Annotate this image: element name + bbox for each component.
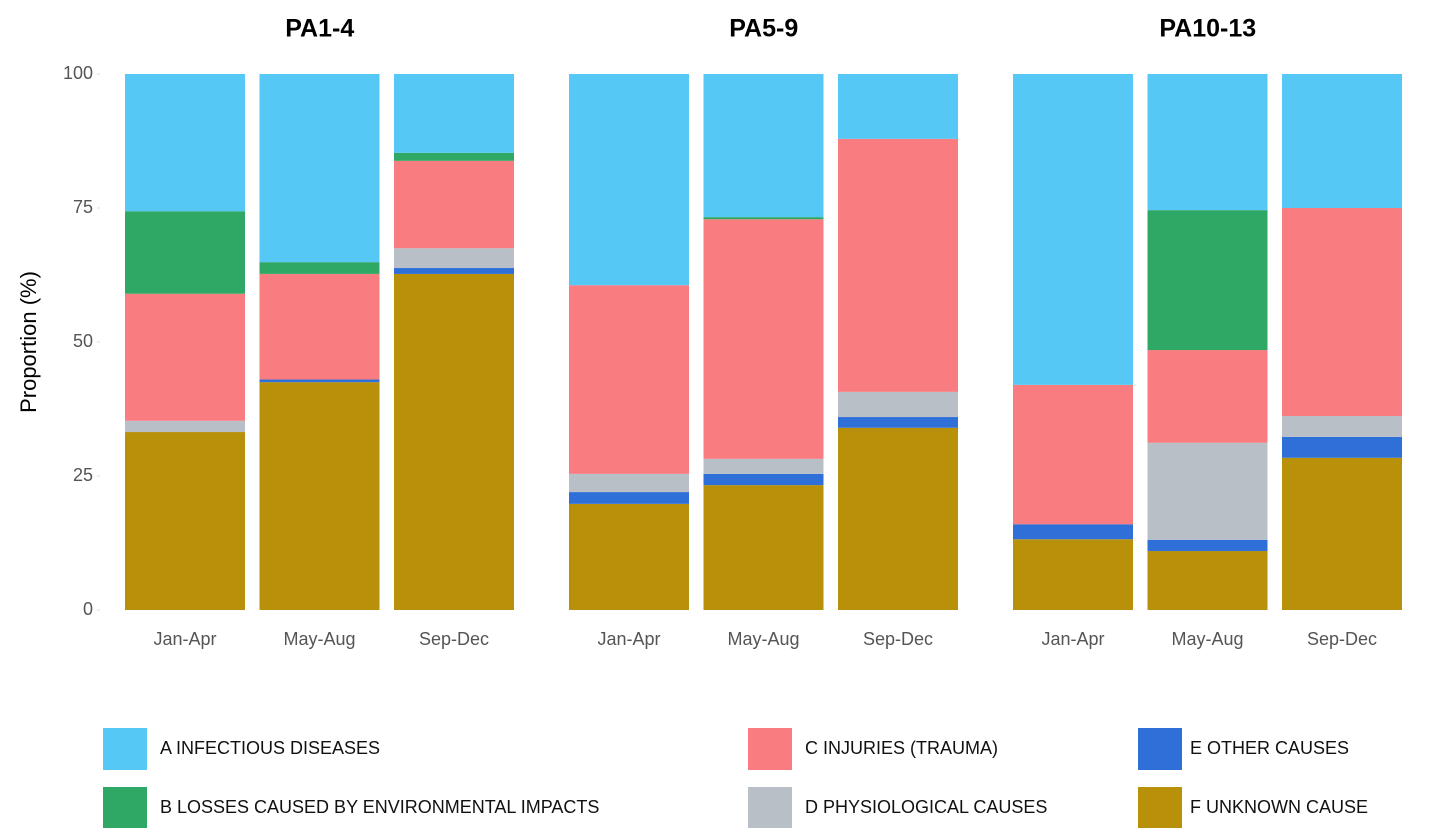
- bar-segment: [569, 74, 689, 286]
- y-tick-label: 50: [73, 331, 93, 351]
- bar-segment: [703, 473, 824, 486]
- bar-segment: [1282, 208, 1402, 416]
- bar-segment: [838, 74, 958, 139]
- legend-label: E OTHER CAUSES: [1190, 738, 1349, 758]
- bar-segment: [703, 219, 824, 459]
- bar-segment: [703, 458, 824, 474]
- bar-segment: [1147, 442, 1268, 540]
- bar-segment: [1013, 384, 1133, 525]
- bar-segment: [703, 485, 824, 610]
- bar-segment: [394, 152, 514, 161]
- bar-segment: [569, 285, 689, 474]
- bar-segment: [1282, 436, 1402, 458]
- legend-swatch: [1138, 728, 1182, 770]
- bar-segment: [569, 473, 689, 493]
- x-tick-label: May-Aug: [1171, 629, 1243, 649]
- x-tick-label: Sep-Dec: [1307, 629, 1377, 649]
- y-tick-label: 75: [73, 197, 93, 217]
- legend-label: F UNKNOWN CAUSE: [1190, 797, 1368, 817]
- bar-segment: [569, 503, 689, 610]
- legend-swatch: [103, 787, 147, 828]
- bar-segment: [1013, 74, 1133, 385]
- y-tick-label: 25: [73, 465, 93, 485]
- bar-segment: [1147, 350, 1268, 443]
- x-tick-label: Sep-Dec: [419, 629, 489, 649]
- legend-swatch: [748, 728, 792, 770]
- bar-segment: [569, 492, 689, 504]
- x-tick-label: Jan-Apr: [153, 629, 216, 649]
- panel-title: PA10-13: [1159, 15, 1256, 43]
- bar-segment: [703, 74, 824, 218]
- bar-segment: [838, 427, 958, 610]
- panel-title: PA5-9: [729, 15, 798, 43]
- legend-label: C INJURIES (TRAUMA): [805, 738, 998, 758]
- bar-segment: [1013, 524, 1133, 540]
- bar-segment: [259, 379, 380, 383]
- bar-segment: [838, 138, 958, 392]
- legend-swatch: [748, 787, 792, 828]
- bar-segment: [1147, 551, 1268, 610]
- panel-title: PA1-4: [285, 15, 354, 43]
- bar-segment: [838, 417, 958, 428]
- x-tick-label: Sep-Dec: [863, 629, 933, 649]
- bar-segment: [259, 273, 380, 380]
- bar-segment: [838, 391, 958, 418]
- y-axis-label: Proportion (%): [16, 271, 41, 413]
- bar-segment: [1147, 74, 1268, 211]
- bar-segment: [259, 74, 380, 263]
- legend-swatch: [1138, 787, 1182, 828]
- y-tick-label: 0: [83, 599, 93, 619]
- legend-label: A INFECTIOUS DISEASES: [160, 738, 380, 758]
- x-tick-label: May-Aug: [283, 629, 355, 649]
- bar-segment: [259, 382, 380, 610]
- bar-segment: [394, 160, 514, 249]
- x-tick-label: Jan-Apr: [1041, 629, 1104, 649]
- bar-segment: [394, 273, 514, 610]
- bar-segment: [1013, 539, 1133, 610]
- bar-segment: [394, 268, 514, 274]
- bar-segment: [1282, 74, 1402, 208]
- legend-label: B LOSSES CAUSED BY ENVIRONMENTAL IMPACTS: [160, 797, 599, 817]
- y-tick-label: 100: [63, 63, 93, 83]
- x-tick-label: Jan-Apr: [597, 629, 660, 649]
- legend-label: D PHYSIOLOGICAL CAUSES: [805, 797, 1047, 817]
- bar-segment: [1282, 415, 1402, 437]
- bar-segment: [1147, 210, 1268, 351]
- bar-segment: [125, 420, 245, 433]
- bar-segment: [259, 262, 380, 274]
- bar-segment: [125, 211, 245, 294]
- bar-segment: [125, 432, 245, 610]
- x-tick-label: May-Aug: [727, 629, 799, 649]
- bar-segment: [125, 74, 245, 212]
- bar-segment: [1282, 457, 1402, 610]
- bar-segment: [703, 217, 824, 220]
- bar-segment: [125, 293, 245, 421]
- legend-swatch: [103, 728, 147, 770]
- bar-segment: [1147, 539, 1268, 552]
- bar-segment: [394, 248, 514, 269]
- bar-segment: [394, 74, 514, 153]
